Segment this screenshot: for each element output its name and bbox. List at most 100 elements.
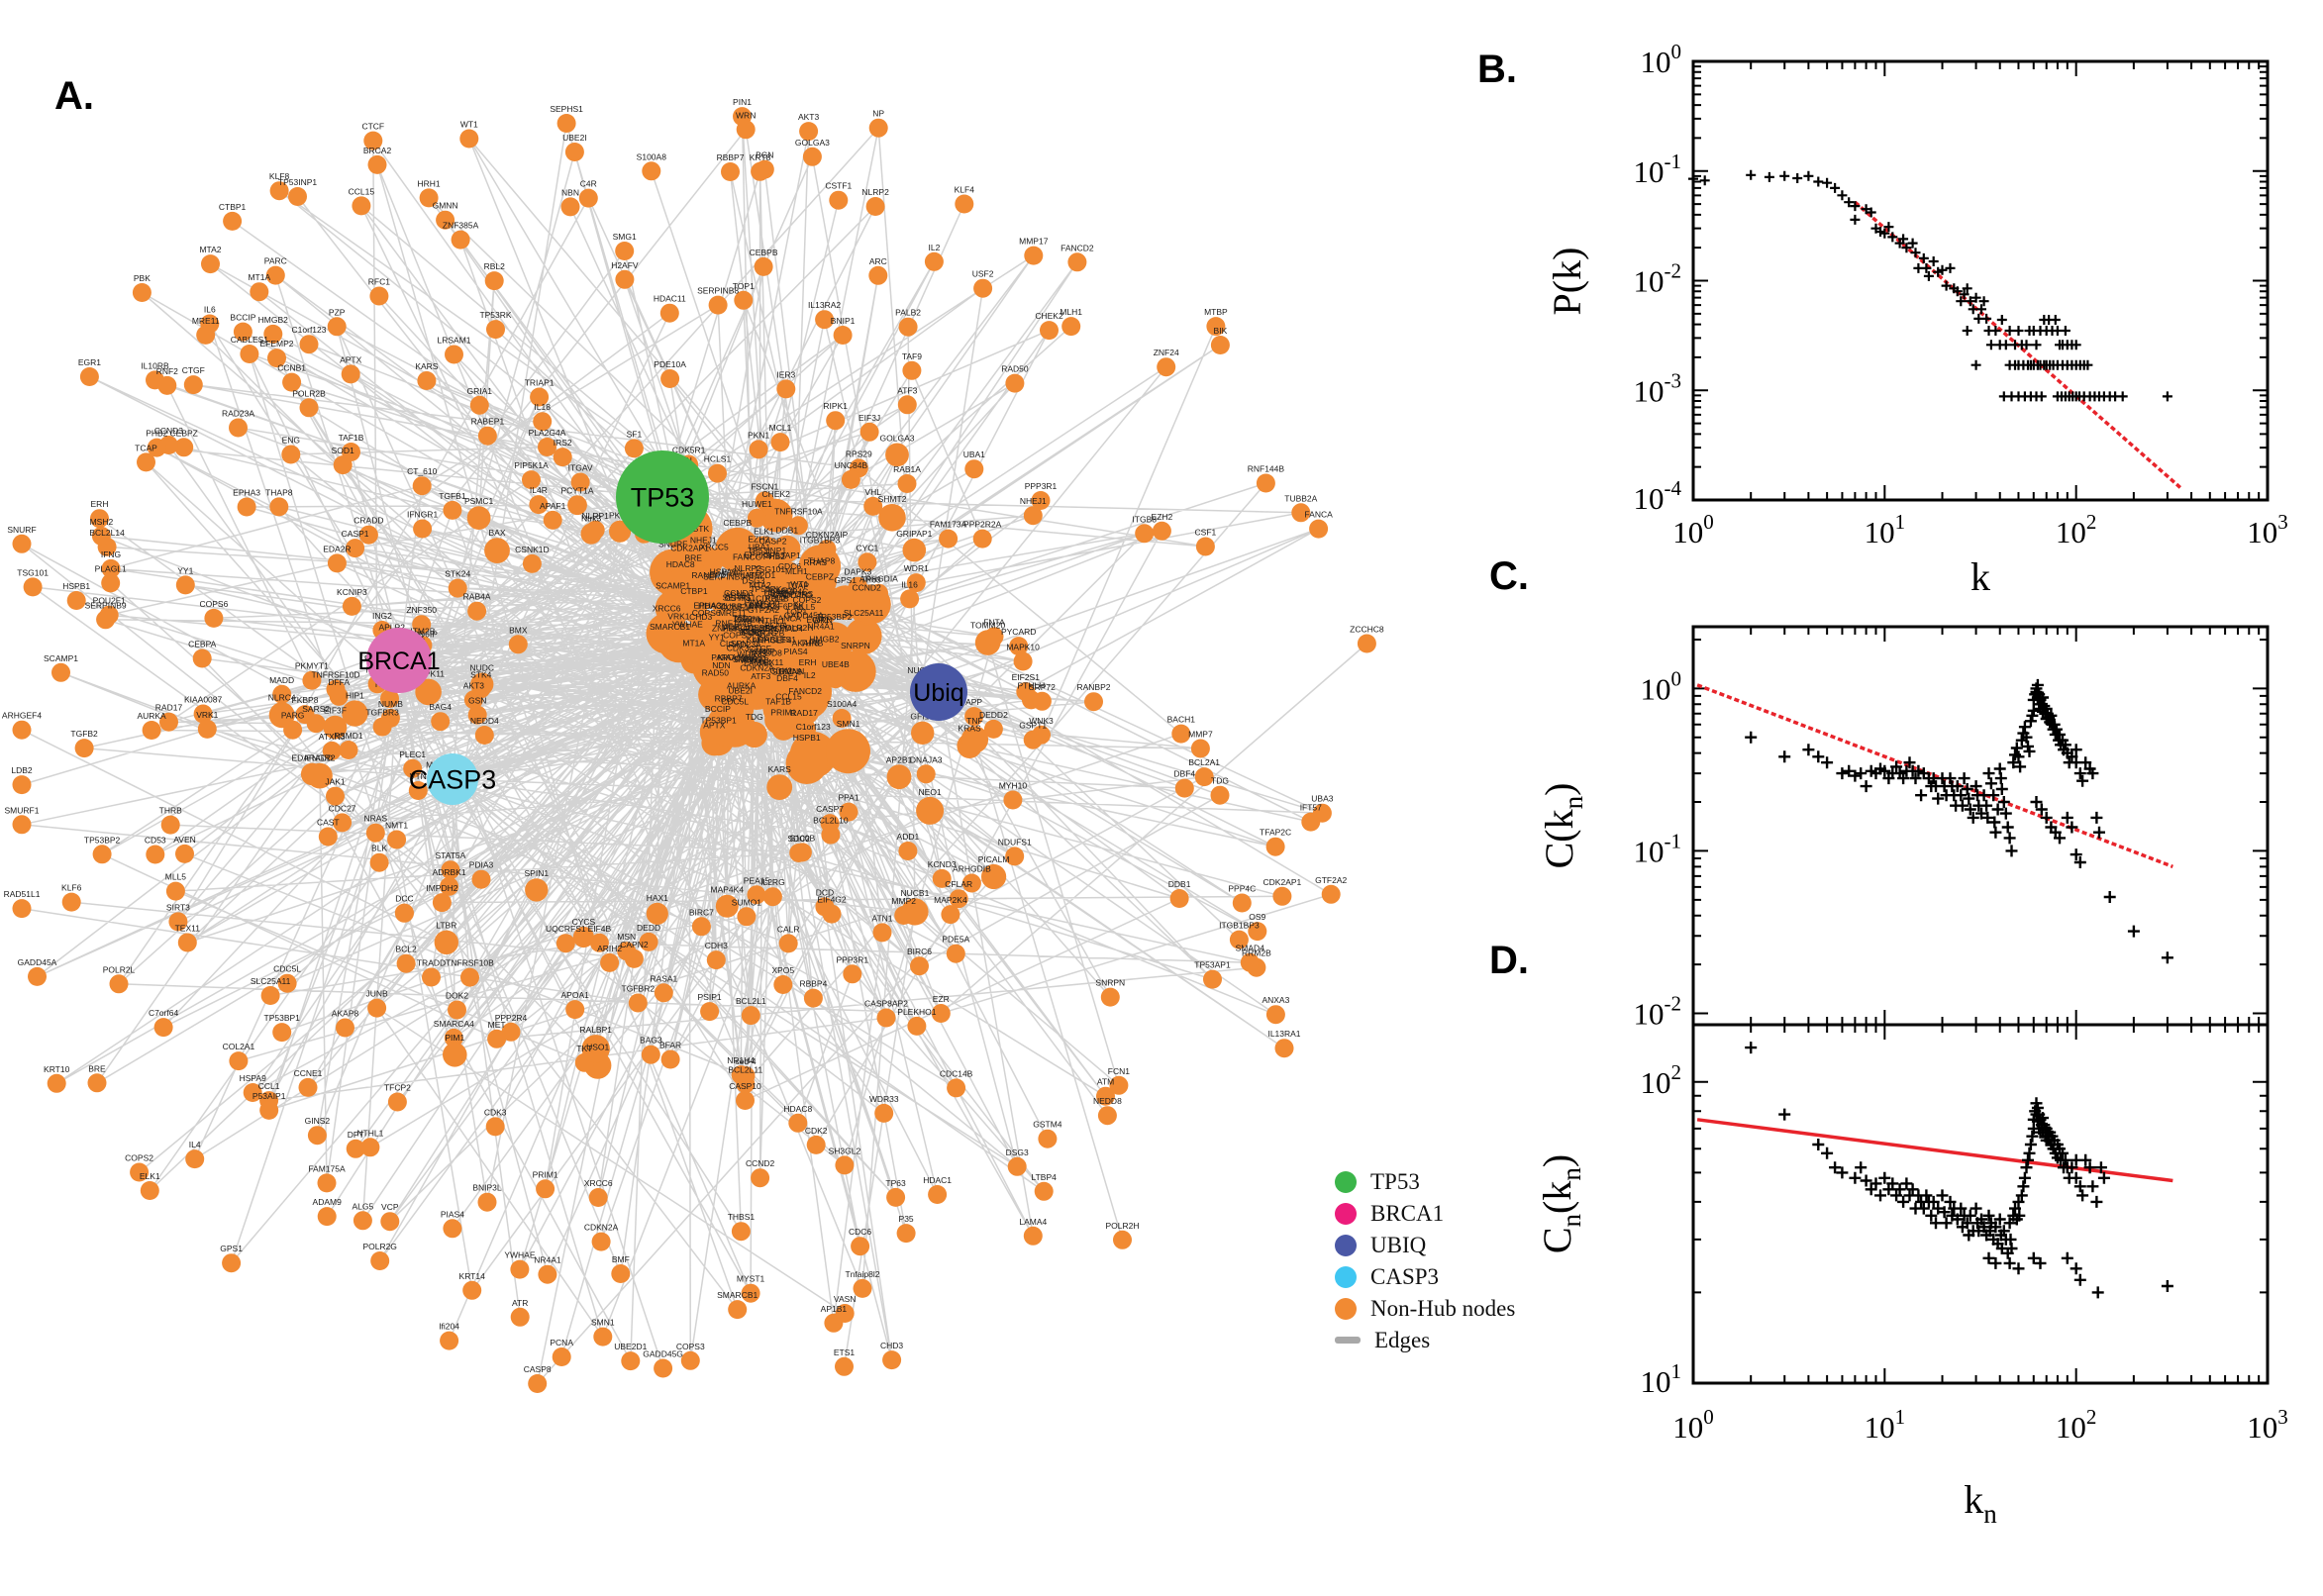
network-node: [282, 372, 302, 392]
node-label: KIAA0087: [184, 695, 223, 705]
node-label: ARHGEF4: [2, 711, 42, 721]
node-label: SNURF: [7, 525, 36, 535]
node-label: HDAC1: [698, 601, 727, 611]
network-node: [897, 474, 917, 493]
node-label: YWHAE: [504, 1250, 536, 1260]
node-label: AKAP8: [792, 639, 820, 648]
node-label: CTBP1: [680, 586, 708, 596]
network-node: [299, 335, 319, 354]
network-node: [659, 303, 679, 323]
node-label: POLR2L: [103, 964, 136, 974]
node-label: TP53BP2: [84, 835, 121, 845]
node-label: S100B: [790, 833, 816, 843]
node-label: GSN: [468, 696, 486, 706]
node-label: CAST: [317, 818, 340, 828]
node-label: TKT: [576, 1044, 592, 1053]
network-node: [642, 161, 661, 181]
hub-node-casp3: [427, 753, 478, 805]
node-label: PDCD6IP: [401, 630, 438, 640]
panel-a-label: A.: [54, 74, 94, 118]
network-node: [567, 495, 587, 516]
node-label: HDAC1: [923, 1175, 952, 1185]
node-label: ATXN3: [319, 732, 346, 742]
node-label: IL18: [534, 402, 551, 412]
network-node: [833, 326, 853, 345]
network-node-labels: TP53RK KIAA0087 THAP8 CDC14B DSG3 NTHL1 CEBPZ V…: [2, 97, 1384, 1374]
network-node: [223, 211, 243, 231]
node-label: EIF2S1: [1012, 672, 1041, 682]
node-label: ZNF385A: [712, 623, 749, 633]
network-node: [448, 1000, 466, 1020]
node-label: BRCA2: [363, 146, 392, 155]
node-label: LDB2: [11, 765, 33, 775]
node-label: SNRPN: [1095, 978, 1125, 988]
network-node: [132, 283, 152, 302]
node-label: NDN: [712, 660, 730, 670]
network-node: [984, 627, 1004, 647]
network-node: [23, 577, 43, 597]
network-node: [183, 375, 203, 395]
network-node: [12, 720, 32, 740]
node-label: BCL2L14: [89, 528, 125, 538]
network-node: [882, 1350, 902, 1370]
node-label: WDR1: [904, 563, 929, 573]
network-node: [955, 194, 974, 214]
node-label: FANCD2: [788, 686, 822, 696]
network-node: [1265, 837, 1285, 856]
node-label: BCL2A1: [1188, 757, 1220, 767]
network-node: [1203, 969, 1222, 989]
node-label: NEDD4: [470, 716, 499, 726]
node-label: SNRPN: [841, 641, 870, 650]
network-node: [721, 162, 740, 181]
network-node: [90, 509, 109, 529]
node-label: GINS2: [305, 1116, 331, 1126]
network-node: [1229, 930, 1249, 949]
node-label: KCND3: [928, 859, 957, 869]
network-node: [806, 1135, 826, 1154]
node-label: EZH2: [1152, 512, 1173, 522]
network-node: [300, 762, 324, 786]
node-label: GADD45G: [643, 1349, 683, 1359]
node-label: CD53: [145, 836, 166, 846]
network-node: [299, 398, 319, 418]
network-nodes: [12, 107, 1376, 1393]
network-node: [185, 1149, 205, 1169]
node-label: PLAGL1: [95, 563, 127, 573]
node-label: ARHGDIB: [953, 864, 991, 874]
node-label: PALB2: [895, 308, 921, 318]
node-label: RBL2: [764, 594, 786, 604]
network-node: [556, 934, 575, 953]
network-node: [789, 844, 809, 862]
node-label: POLR2G: [362, 1242, 397, 1251]
node-label: RAD50: [702, 667, 730, 677]
node-label: VCP: [722, 622, 740, 632]
network-node: [1038, 1129, 1058, 1148]
network-node: [898, 842, 918, 860]
network-node: [1232, 893, 1252, 913]
network-node: [142, 721, 161, 740]
network-node: [485, 1117, 505, 1137]
node-swatch-icon: [1335, 1234, 1357, 1256]
node-label: NUMB: [378, 699, 403, 709]
hub-node-ubiq: [910, 663, 967, 721]
network-node: [87, 1073, 107, 1093]
node-label: NP: [763, 647, 775, 656]
node-label: JAK1: [325, 777, 346, 787]
node-label: PRIM1: [533, 1169, 558, 1179]
edge-swatch-icon: [1335, 1337, 1361, 1344]
node-label: TSG101: [754, 564, 785, 574]
network-node: [708, 295, 728, 315]
node-label: DEDD: [637, 923, 660, 933]
network-node: [1016, 682, 1036, 701]
node-label: SF1: [627, 429, 643, 439]
network-node: [1174, 778, 1194, 798]
network-node: [448, 578, 467, 598]
node-label: CEBPZ: [806, 571, 834, 581]
network-node: [474, 726, 494, 745]
network-node: [380, 1212, 400, 1232]
node-label: SCAMP1: [656, 580, 690, 590]
node-swatch-icon: [1335, 1202, 1357, 1225]
network-node: [101, 573, 121, 593]
network-node: [907, 1016, 927, 1036]
node-label: ETS1: [740, 627, 761, 637]
